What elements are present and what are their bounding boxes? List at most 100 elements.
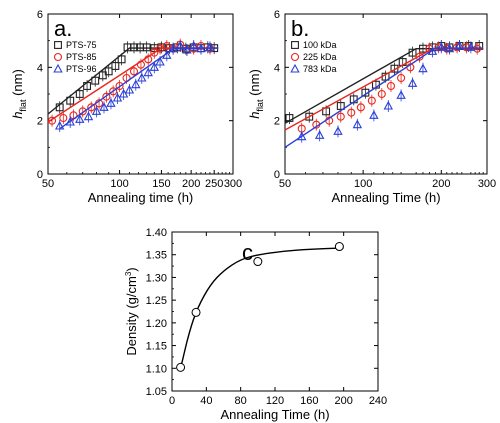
data-point — [383, 100, 394, 110]
data-point — [397, 73, 406, 83]
data-point — [144, 55, 153, 64]
data-point — [75, 114, 85, 123]
y-tick-label: 1.25 — [146, 295, 167, 307]
data-point — [65, 116, 75, 126]
legend-label: 100 kDa — [303, 40, 337, 50]
x-tick-label: 200 — [182, 178, 200, 190]
y-tick-label: 1.40 — [146, 227, 167, 239]
y-tick-label: 1.05 — [146, 386, 167, 398]
y-tick-label: 0 — [274, 169, 280, 181]
data-point — [66, 96, 75, 105]
data-point — [333, 126, 343, 135]
x-tick-label: 300 — [478, 178, 496, 190]
y-tick-label: 0 — [37, 169, 43, 181]
data-point — [454, 40, 465, 50]
data-point — [55, 103, 64, 112]
data-point — [396, 90, 406, 99]
data-point — [444, 43, 455, 53]
data-point — [334, 242, 344, 252]
y-axis-label: hflat (nm) — [247, 69, 265, 119]
data-point — [143, 67, 153, 77]
data-point — [168, 43, 178, 53]
data-point — [466, 42, 476, 51]
x-axis-label: Annealing time (h) — [88, 190, 194, 205]
y-tick-label: 1.10 — [146, 363, 167, 375]
data-point — [188, 40, 199, 50]
x-tick-label: 240 — [369, 395, 387, 407]
data-point — [47, 116, 57, 125]
data-point — [155, 56, 165, 66]
data-point — [162, 50, 172, 59]
data-point — [290, 63, 300, 73]
y-tick-label: 2 — [274, 116, 280, 128]
x-tick-label: 160 — [300, 395, 318, 407]
data-point — [336, 102, 345, 110]
data-point — [102, 92, 111, 101]
plot-frame — [171, 231, 379, 392]
y-axis-label: hflat (nm) — [10, 69, 28, 119]
data-point — [111, 62, 120, 70]
data-point — [131, 79, 141, 89]
x-tick-label: 120 — [266, 395, 284, 407]
x-tick-label: 200 — [432, 178, 450, 190]
data-point — [83, 111, 94, 121]
data-point — [191, 307, 201, 317]
data-point — [369, 110, 379, 119]
data-point — [407, 78, 418, 87]
data-point — [305, 112, 314, 121]
data-point — [196, 43, 206, 53]
legend-label: PTS-75 — [66, 40, 97, 50]
series — [176, 242, 344, 372]
x-tick-label: 100 — [110, 178, 128, 190]
data-point — [182, 44, 192, 54]
fit-line — [284, 47, 484, 148]
y-tick-label: 1.20 — [146, 318, 167, 330]
series: 783 kDa — [284, 40, 484, 148]
data-point — [436, 42, 447, 51]
data-point — [104, 67, 113, 76]
data-point — [347, 108, 356, 117]
panel-a: 50 100 150 200 250 300 0 2 4 6 Annealing time (h) h… — [10, 9, 242, 205]
panel-label: b. — [291, 16, 309, 41]
data-point — [205, 42, 215, 51]
data-point — [352, 119, 363, 129]
y-tick-label: 4 — [37, 62, 43, 74]
data-point — [130, 43, 138, 52]
data-point — [157, 43, 166, 52]
y-tick-label: 6 — [37, 9, 43, 21]
x-tick-label: 80 — [235, 395, 247, 407]
x-axis-label: Annealing Time (h) — [331, 190, 440, 205]
data-point — [129, 67, 139, 76]
data-point — [285, 114, 294, 122]
data-point — [176, 362, 186, 372]
data-point — [253, 257, 263, 267]
y-tick-label: 4 — [274, 62, 280, 74]
data-point — [54, 120, 65, 130]
data-point — [377, 89, 386, 99]
legend-label: 783 kDa — [303, 64, 337, 74]
data-point — [452, 43, 462, 52]
data-point — [75, 90, 84, 98]
y-tick-label: 1.15 — [146, 341, 167, 353]
data-point — [408, 48, 417, 57]
x-tick-label: 50 — [279, 178, 291, 190]
y-tick-label: 6 — [274, 9, 280, 21]
panel-c: 0 40 80 120 160 200 240 1.05 1.10 1.15 1.20 1.25 1.3… — [124, 227, 387, 422]
x-tick-label: 150 — [152, 178, 170, 190]
data-point — [98, 71, 107, 80]
data-point — [290, 52, 300, 62]
y-tick-label: 1.35 — [146, 250, 167, 262]
plot-frame — [47, 13, 234, 175]
data-point — [367, 96, 376, 105]
data-point — [59, 113, 68, 123]
data-point — [142, 43, 151, 52]
data-point — [150, 48, 159, 57]
data-point — [386, 81, 396, 91]
panel-b: 50 100 200 300 0 2 4 6 Annealing Time (h) hflat (… — [247, 9, 496, 205]
panel-label: a. — [54, 16, 72, 41]
data-point — [115, 81, 124, 91]
data-point — [83, 82, 92, 90]
data-point — [53, 63, 63, 73]
legend-label: PTS-96 — [66, 64, 97, 74]
